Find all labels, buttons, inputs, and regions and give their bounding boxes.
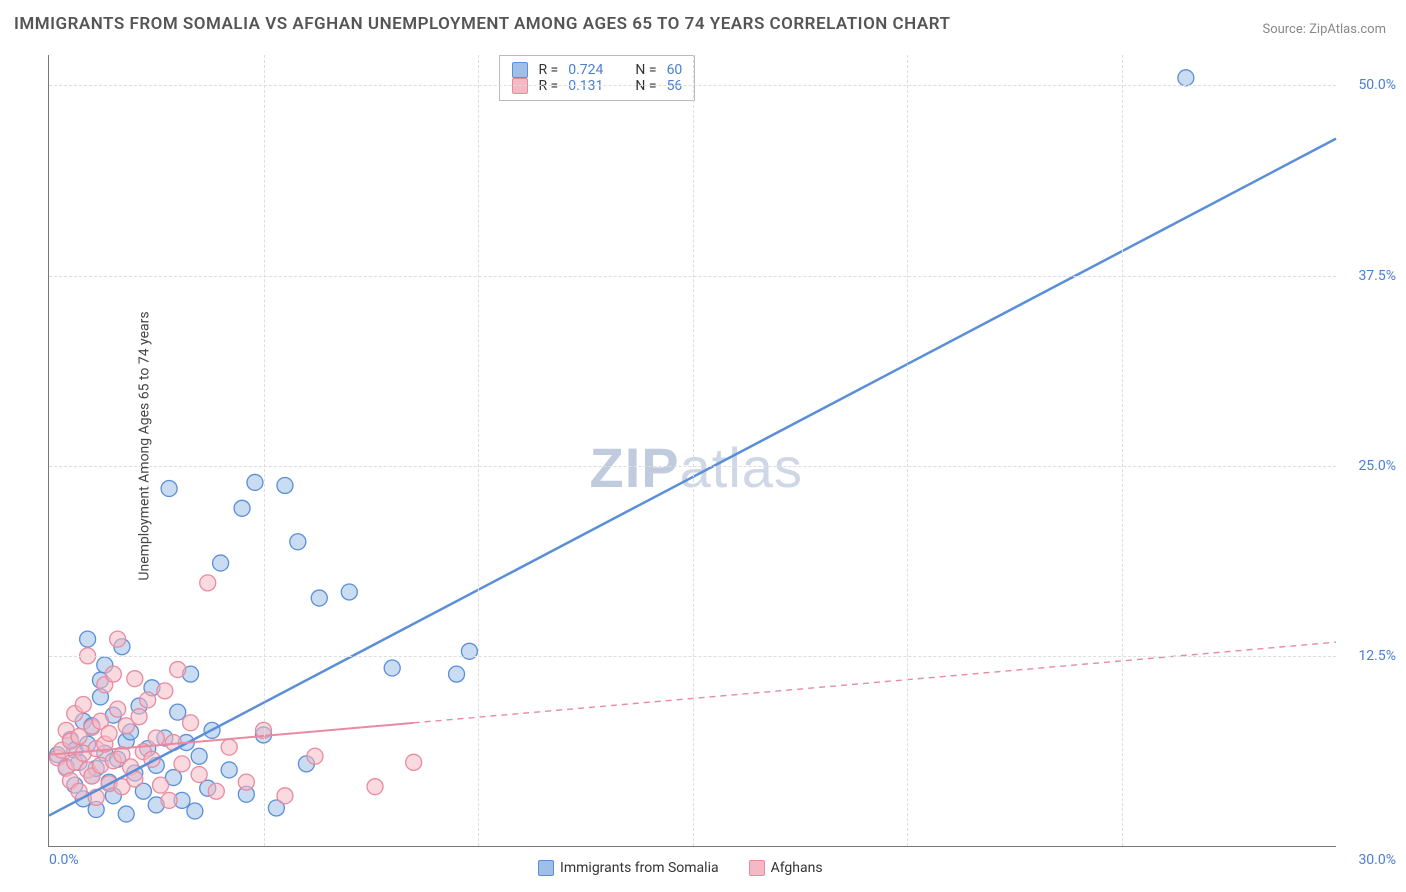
n-label: N =	[635, 62, 656, 78]
scatter-point	[341, 584, 357, 600]
scatter-point	[170, 704, 186, 720]
source-attribution: Source: ZipAtlas.com	[1262, 22, 1386, 37]
scatter-point	[131, 709, 147, 725]
y-tick-label: 37.5%	[1358, 268, 1396, 284]
gridline-v	[478, 55, 479, 846]
scatter-point	[461, 643, 477, 659]
gridline-v	[264, 55, 265, 846]
scatter-point	[80, 631, 96, 647]
scatter-point	[153, 777, 169, 793]
scatter-point	[311, 590, 327, 606]
scatter-point	[1178, 70, 1194, 86]
stats-row-series1: R = 0.724 N = 60	[512, 62, 682, 78]
legend-label-series2: Afghans	[771, 860, 823, 876]
scatter-point	[170, 662, 186, 678]
scatter-point	[191, 748, 207, 764]
trend-line-dashed	[414, 642, 1336, 723]
y-tick-label: 50.0%	[1358, 77, 1396, 93]
legend-label-series1: Immigrants from Somalia	[560, 860, 719, 876]
gridline-v	[1122, 55, 1123, 846]
scatter-point	[221, 762, 237, 778]
scatter-point	[200, 575, 216, 591]
scatter-point	[161, 792, 177, 808]
chart-title: IMMIGRANTS FROM SOMALIA VS AFGHAN UNEMPL…	[14, 14, 950, 34]
scatter-point	[174, 756, 190, 772]
legend-item-series1: Immigrants from Somalia	[538, 860, 719, 876]
scatter-point	[307, 748, 323, 764]
gridline-v	[907, 55, 908, 846]
correlation-stats-box: R = 0.724 N = 60 R = 0.131 N = 56	[499, 55, 695, 101]
scatter-point	[127, 671, 143, 687]
gridline-v	[693, 55, 694, 846]
scatter-point	[367, 779, 383, 795]
chart-plot-area: ZIPatlas R = 0.724 N = 60 R = 0.131 N = …	[48, 55, 1336, 847]
legend-swatch-series1	[538, 860, 554, 876]
y-tick-label: 12.5%	[1358, 648, 1396, 664]
scatter-point	[277, 477, 293, 493]
scatter-point	[221, 739, 237, 755]
scatter-point	[406, 754, 422, 770]
scatter-point	[105, 666, 121, 682]
scatter-point	[208, 783, 224, 799]
bottom-legend: Immigrants from Somalia Afghans	[538, 860, 823, 876]
scatter-point	[191, 767, 207, 783]
scatter-point	[187, 803, 203, 819]
n-value-series1: 60	[667, 62, 683, 78]
scatter-point	[148, 730, 164, 746]
scatter-point	[75, 697, 91, 713]
scatter-point	[110, 701, 126, 717]
scatter-point	[213, 555, 229, 571]
scatter-point	[234, 500, 250, 516]
legend-swatch-series2	[749, 860, 765, 876]
scatter-point	[110, 631, 126, 647]
y-tick-label: 25.0%	[1358, 458, 1396, 474]
scatter-point	[247, 474, 263, 490]
scatter-point	[238, 774, 254, 790]
scatter-point	[384, 660, 400, 676]
scatter-point	[290, 534, 306, 550]
scatter-point	[449, 666, 465, 682]
scatter-point	[183, 715, 199, 731]
scatter-point	[157, 683, 173, 699]
x-tick-min: 0.0%	[49, 852, 79, 868]
scatter-point	[277, 788, 293, 804]
r-value-series1: 0.724	[568, 62, 603, 78]
x-tick-max: 30.0%	[1358, 852, 1396, 868]
scatter-point	[161, 481, 177, 497]
scatter-point	[140, 692, 156, 708]
scatter-point	[118, 806, 134, 822]
r-label: R =	[538, 62, 558, 78]
scatter-point	[101, 725, 117, 741]
legend-item-series2: Afghans	[749, 860, 823, 876]
swatch-series1	[512, 62, 528, 78]
